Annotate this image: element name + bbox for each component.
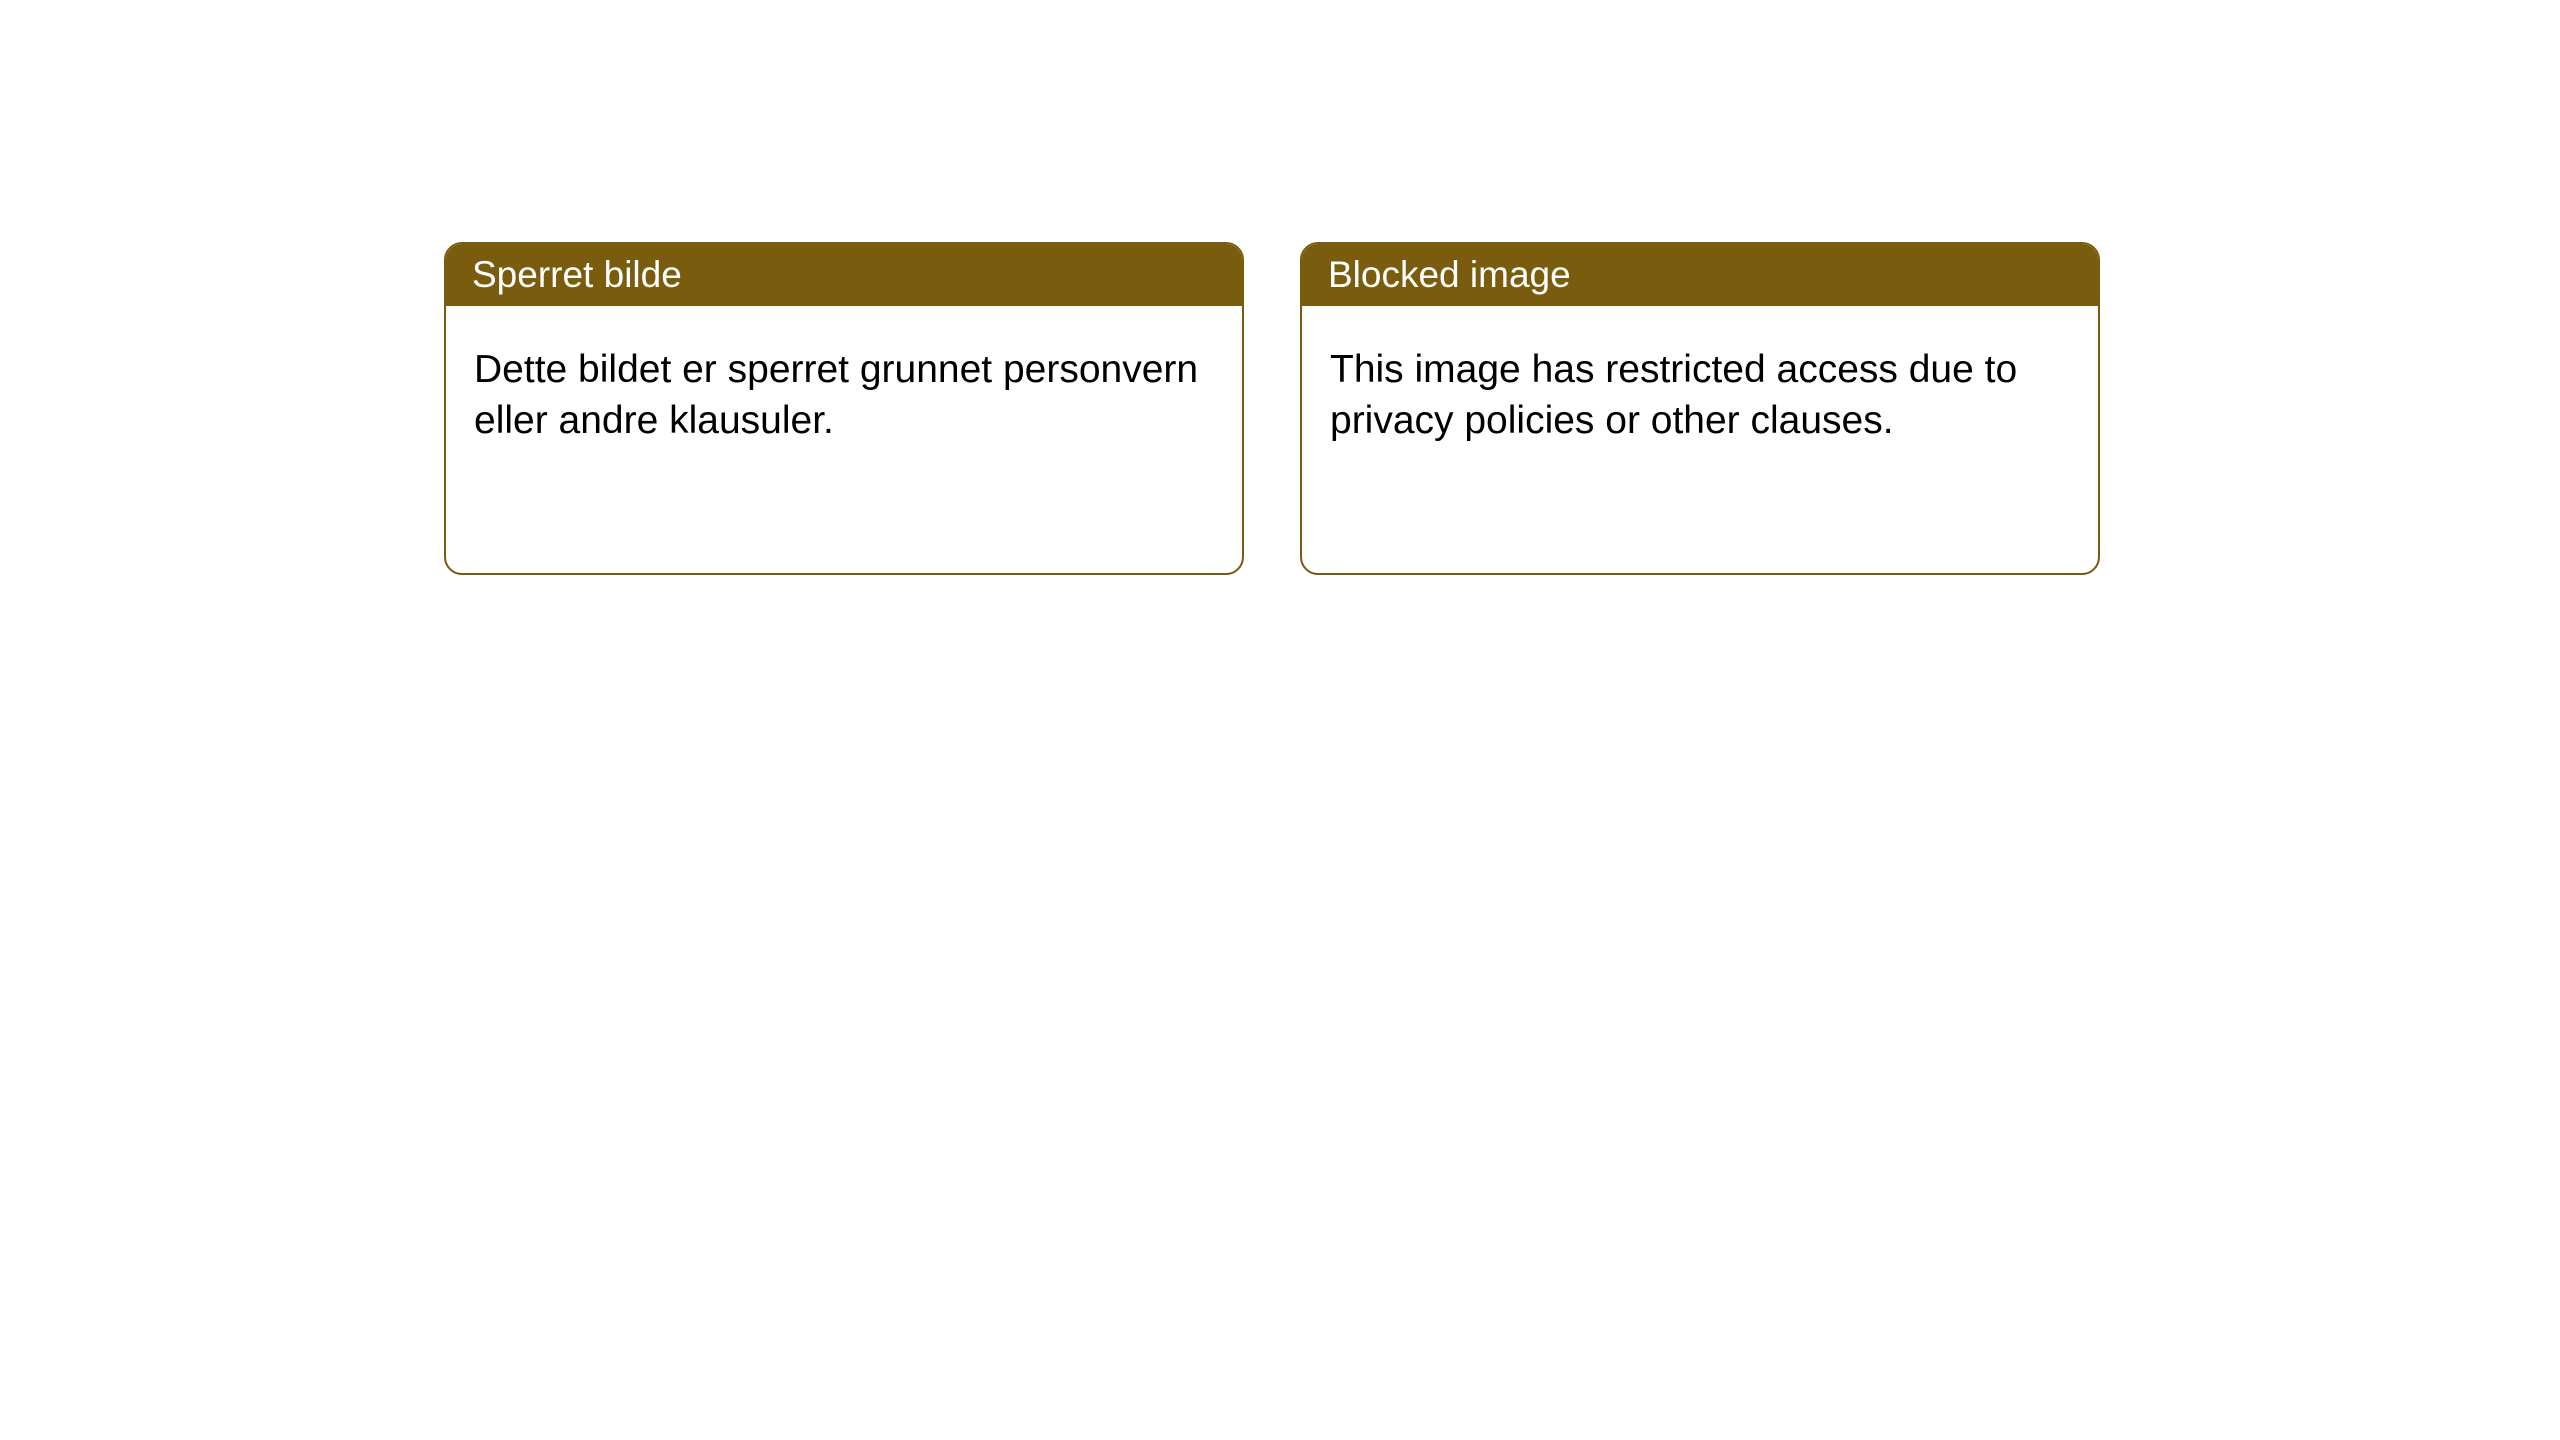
notice-card-english: Blocked image This image has restricted … xyxy=(1300,242,2100,575)
notice-text: This image has restricted access due to … xyxy=(1330,348,2017,442)
notice-body: Dette bildet er sperret grunnet personve… xyxy=(446,306,1242,485)
notice-card-norwegian: Sperret bilde Dette bildet er sperret gr… xyxy=(444,242,1244,575)
notice-title: Sperret bilde xyxy=(472,254,682,295)
notice-header: Blocked image xyxy=(1302,244,2098,306)
notice-body: This image has restricted access due to … xyxy=(1302,306,2098,485)
notice-title: Blocked image xyxy=(1328,254,1571,295)
notice-header: Sperret bilde xyxy=(446,244,1242,306)
notice-text: Dette bildet er sperret grunnet personve… xyxy=(474,348,1198,442)
notice-container: Sperret bilde Dette bildet er sperret gr… xyxy=(0,0,2560,575)
